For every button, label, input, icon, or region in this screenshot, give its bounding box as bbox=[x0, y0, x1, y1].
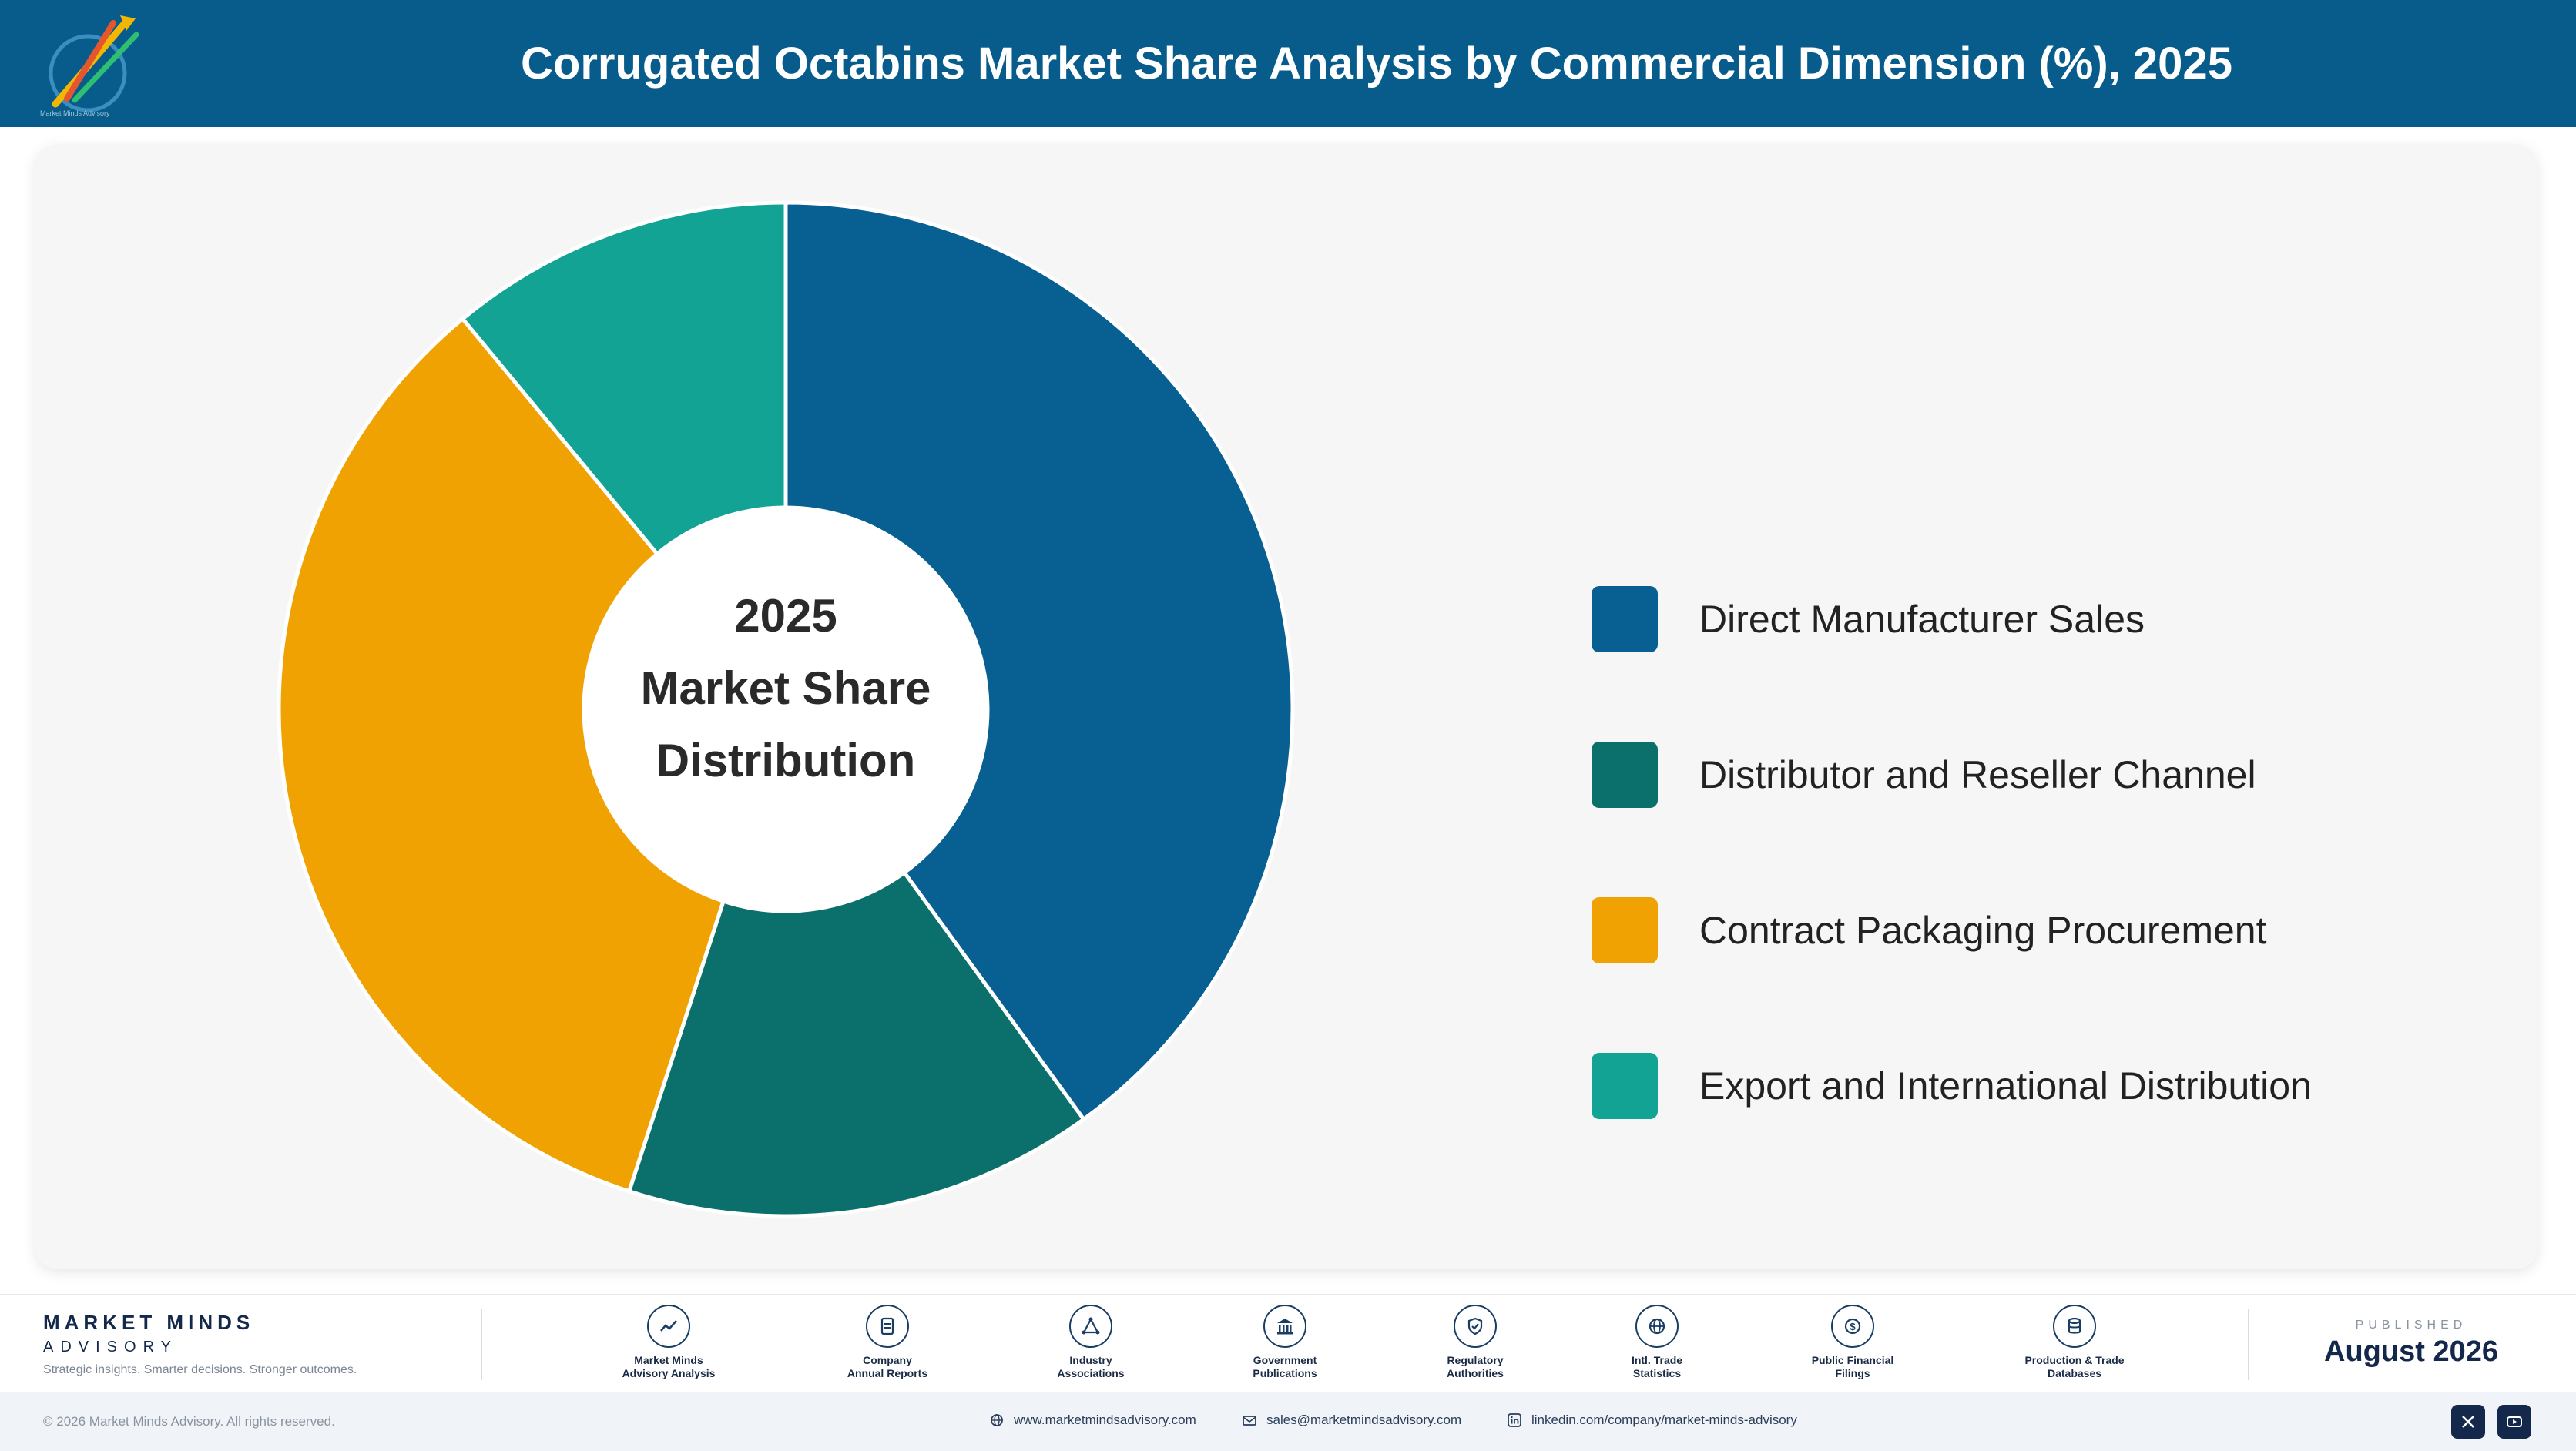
legend-label: Direct Manufacturer Sales bbox=[1699, 598, 2145, 641]
source-label: Production & Trade Databases bbox=[2024, 1354, 2125, 1379]
center-label-line2: Market Share bbox=[640, 662, 931, 714]
footer-divider bbox=[2248, 1309, 2249, 1380]
linkedin-link[interactable]: linkedin.com/company/market-minds-adviso… bbox=[1507, 1412, 1797, 1428]
network-icon bbox=[1069, 1305, 1112, 1348]
legend-label: Contract Packaging Procurement bbox=[1699, 909, 2267, 952]
copyright-text: © 2026 Market Minds Advisory. All rights… bbox=[43, 1414, 335, 1429]
database-icon bbox=[2053, 1305, 2096, 1348]
mail-icon bbox=[1243, 1416, 1256, 1426]
legend-item: Direct Manufacturer Sales bbox=[1592, 586, 2516, 652]
legend-swatch bbox=[1592, 1053, 1658, 1119]
legend-swatch bbox=[1592, 742, 1658, 808]
linkedin-text: linkedin.com/company/market-minds-adviso… bbox=[1531, 1412, 1797, 1427]
email-link[interactable]: sales@marketmindsadvisory.com bbox=[1242, 1412, 1461, 1428]
footer-bottom-bar: © 2026 Market Minds Advisory. All rights… bbox=[0, 1392, 2576, 1451]
source-financial-filings: $ Public Financial Filings bbox=[1768, 1305, 1937, 1380]
globe-icon bbox=[1635, 1305, 1679, 1348]
legend-item: Distributor and Reseller Channel bbox=[1592, 742, 2516, 808]
youtube-social-button[interactable] bbox=[2497, 1405, 2531, 1439]
legend-swatch bbox=[1592, 586, 1658, 652]
chart-card: 2025 Market Share Distribution Direct Ma… bbox=[35, 145, 2537, 1269]
brand-logo bbox=[49, 15, 139, 112]
shield-check-icon bbox=[1454, 1305, 1497, 1348]
chart-line-icon bbox=[647, 1305, 690, 1348]
legend-swatch bbox=[1592, 897, 1658, 963]
donut-hole bbox=[584, 508, 988, 911]
source-label: Industry Associations bbox=[1057, 1354, 1125, 1379]
x-social-button[interactable] bbox=[2451, 1405, 2485, 1439]
x-logo-icon bbox=[2462, 1416, 2474, 1428]
website-text: www.marketmindsadvisory.com bbox=[1014, 1412, 1196, 1427]
center-label-year: 2025 bbox=[734, 590, 837, 642]
footer-brand-name: MARKET MINDS bbox=[43, 1311, 255, 1334]
source-government-publications: Government Publications bbox=[1200, 1305, 1370, 1380]
published-label: PUBLISHED bbox=[2355, 1319, 2467, 1332]
page-title: Corrugated Octabins Market Share Analysi… bbox=[521, 39, 2232, 89]
source-company-reports: Company Annual Reports bbox=[803, 1305, 972, 1380]
chart-center-label: 2025 Market Share Distribution bbox=[585, 580, 986, 797]
donut-chart bbox=[277, 200, 1295, 1218]
source-label: Government Publications bbox=[1253, 1354, 1317, 1379]
legend-item: Export and International Distribution bbox=[1592, 1053, 2516, 1119]
footer-divider bbox=[481, 1309, 482, 1380]
source-regulatory-authorities: Regulatory Authorities bbox=[1390, 1305, 1560, 1380]
center-label-line3: Distribution bbox=[656, 735, 916, 786]
header-bar: Market Minds Advisory Corrugated Octabin… bbox=[0, 0, 2576, 127]
svg-text:$: $ bbox=[1850, 1321, 1856, 1332]
logo-caption: Market Minds Advisory bbox=[40, 109, 110, 117]
email-text: sales@marketmindsadvisory.com bbox=[1266, 1412, 1462, 1427]
legend-label: Distributor and Reseller Channel bbox=[1699, 753, 2256, 796]
source-label: Regulatory Authorities bbox=[1447, 1354, 1504, 1379]
source-industry-associations: Industry Associations bbox=[1006, 1305, 1176, 1380]
footer: MARKET MINDS ADVISORY Strategic insights… bbox=[0, 1294, 2576, 1451]
source-label: Intl. Trade Statistics bbox=[1631, 1354, 1683, 1379]
dollar-coin-icon: $ bbox=[1831, 1305, 1874, 1348]
published-date: August 2026 bbox=[2324, 1335, 2498, 1368]
youtube-icon bbox=[2507, 1416, 2522, 1427]
linkedin-icon bbox=[1508, 1413, 1521, 1427]
source-market-minds-analysis: Market Minds Advisory Analysis bbox=[584, 1305, 753, 1380]
document-icon bbox=[866, 1305, 909, 1348]
globe-icon bbox=[991, 1414, 1003, 1426]
legend-item: Contract Packaging Procurement bbox=[1592, 897, 2516, 963]
source-trade-statistics: Intl. Trade Statistics bbox=[1572, 1305, 1742, 1380]
footer-brand-sub: ADVISORY bbox=[43, 1339, 178, 1355]
source-label: Market Minds Advisory Analysis bbox=[622, 1354, 716, 1379]
website-link[interactable]: www.marketmindsadvisory.com bbox=[989, 1412, 1196, 1428]
legend-label: Export and International Distribution bbox=[1699, 1064, 2312, 1108]
source-label: Public Financial Filings bbox=[1811, 1354, 1894, 1379]
source-label: Company Annual Reports bbox=[847, 1354, 928, 1379]
government-building-icon bbox=[1263, 1305, 1306, 1348]
footer-tagline: Strategic insights. Smarter decisions. S… bbox=[43, 1363, 357, 1376]
source-trade-databases: Production & Trade Databases bbox=[1990, 1305, 2159, 1380]
